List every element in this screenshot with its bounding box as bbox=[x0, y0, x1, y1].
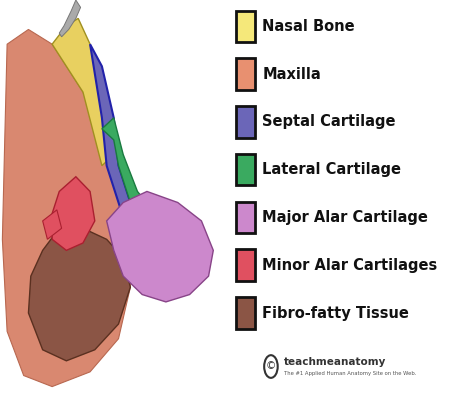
Text: Major Alar Cartilage: Major Alar Cartilage bbox=[263, 210, 428, 225]
Bar bbox=[236, 11, 255, 42]
Text: Minor Alar Cartilages: Minor Alar Cartilages bbox=[263, 258, 438, 273]
Text: ©: © bbox=[266, 362, 276, 371]
Bar bbox=[236, 58, 255, 90]
Bar bbox=[236, 202, 255, 233]
Bar bbox=[236, 106, 255, 138]
Polygon shape bbox=[90, 44, 190, 294]
Text: Septal Cartilage: Septal Cartilage bbox=[263, 114, 396, 130]
Polygon shape bbox=[102, 118, 178, 250]
Text: The #1 Applied Human Anatomy Site on the Web.: The #1 Applied Human Anatomy Site on the… bbox=[284, 371, 417, 376]
Text: Nasal Bone: Nasal Bone bbox=[263, 19, 355, 34]
Text: Lateral Cartilage: Lateral Cartilage bbox=[263, 162, 401, 177]
Bar bbox=[236, 297, 255, 329]
Polygon shape bbox=[2, 30, 130, 387]
Polygon shape bbox=[28, 228, 130, 361]
Bar bbox=[236, 249, 255, 281]
Polygon shape bbox=[43, 210, 62, 239]
Polygon shape bbox=[107, 192, 213, 302]
Text: Maxilla: Maxilla bbox=[263, 66, 321, 82]
Bar bbox=[236, 154, 255, 185]
Text: Fibro-fatty Tissue: Fibro-fatty Tissue bbox=[263, 305, 410, 321]
Polygon shape bbox=[52, 18, 114, 166]
Polygon shape bbox=[52, 177, 95, 250]
Polygon shape bbox=[59, 0, 81, 37]
Text: teachmeanatomy: teachmeanatomy bbox=[284, 357, 387, 367]
